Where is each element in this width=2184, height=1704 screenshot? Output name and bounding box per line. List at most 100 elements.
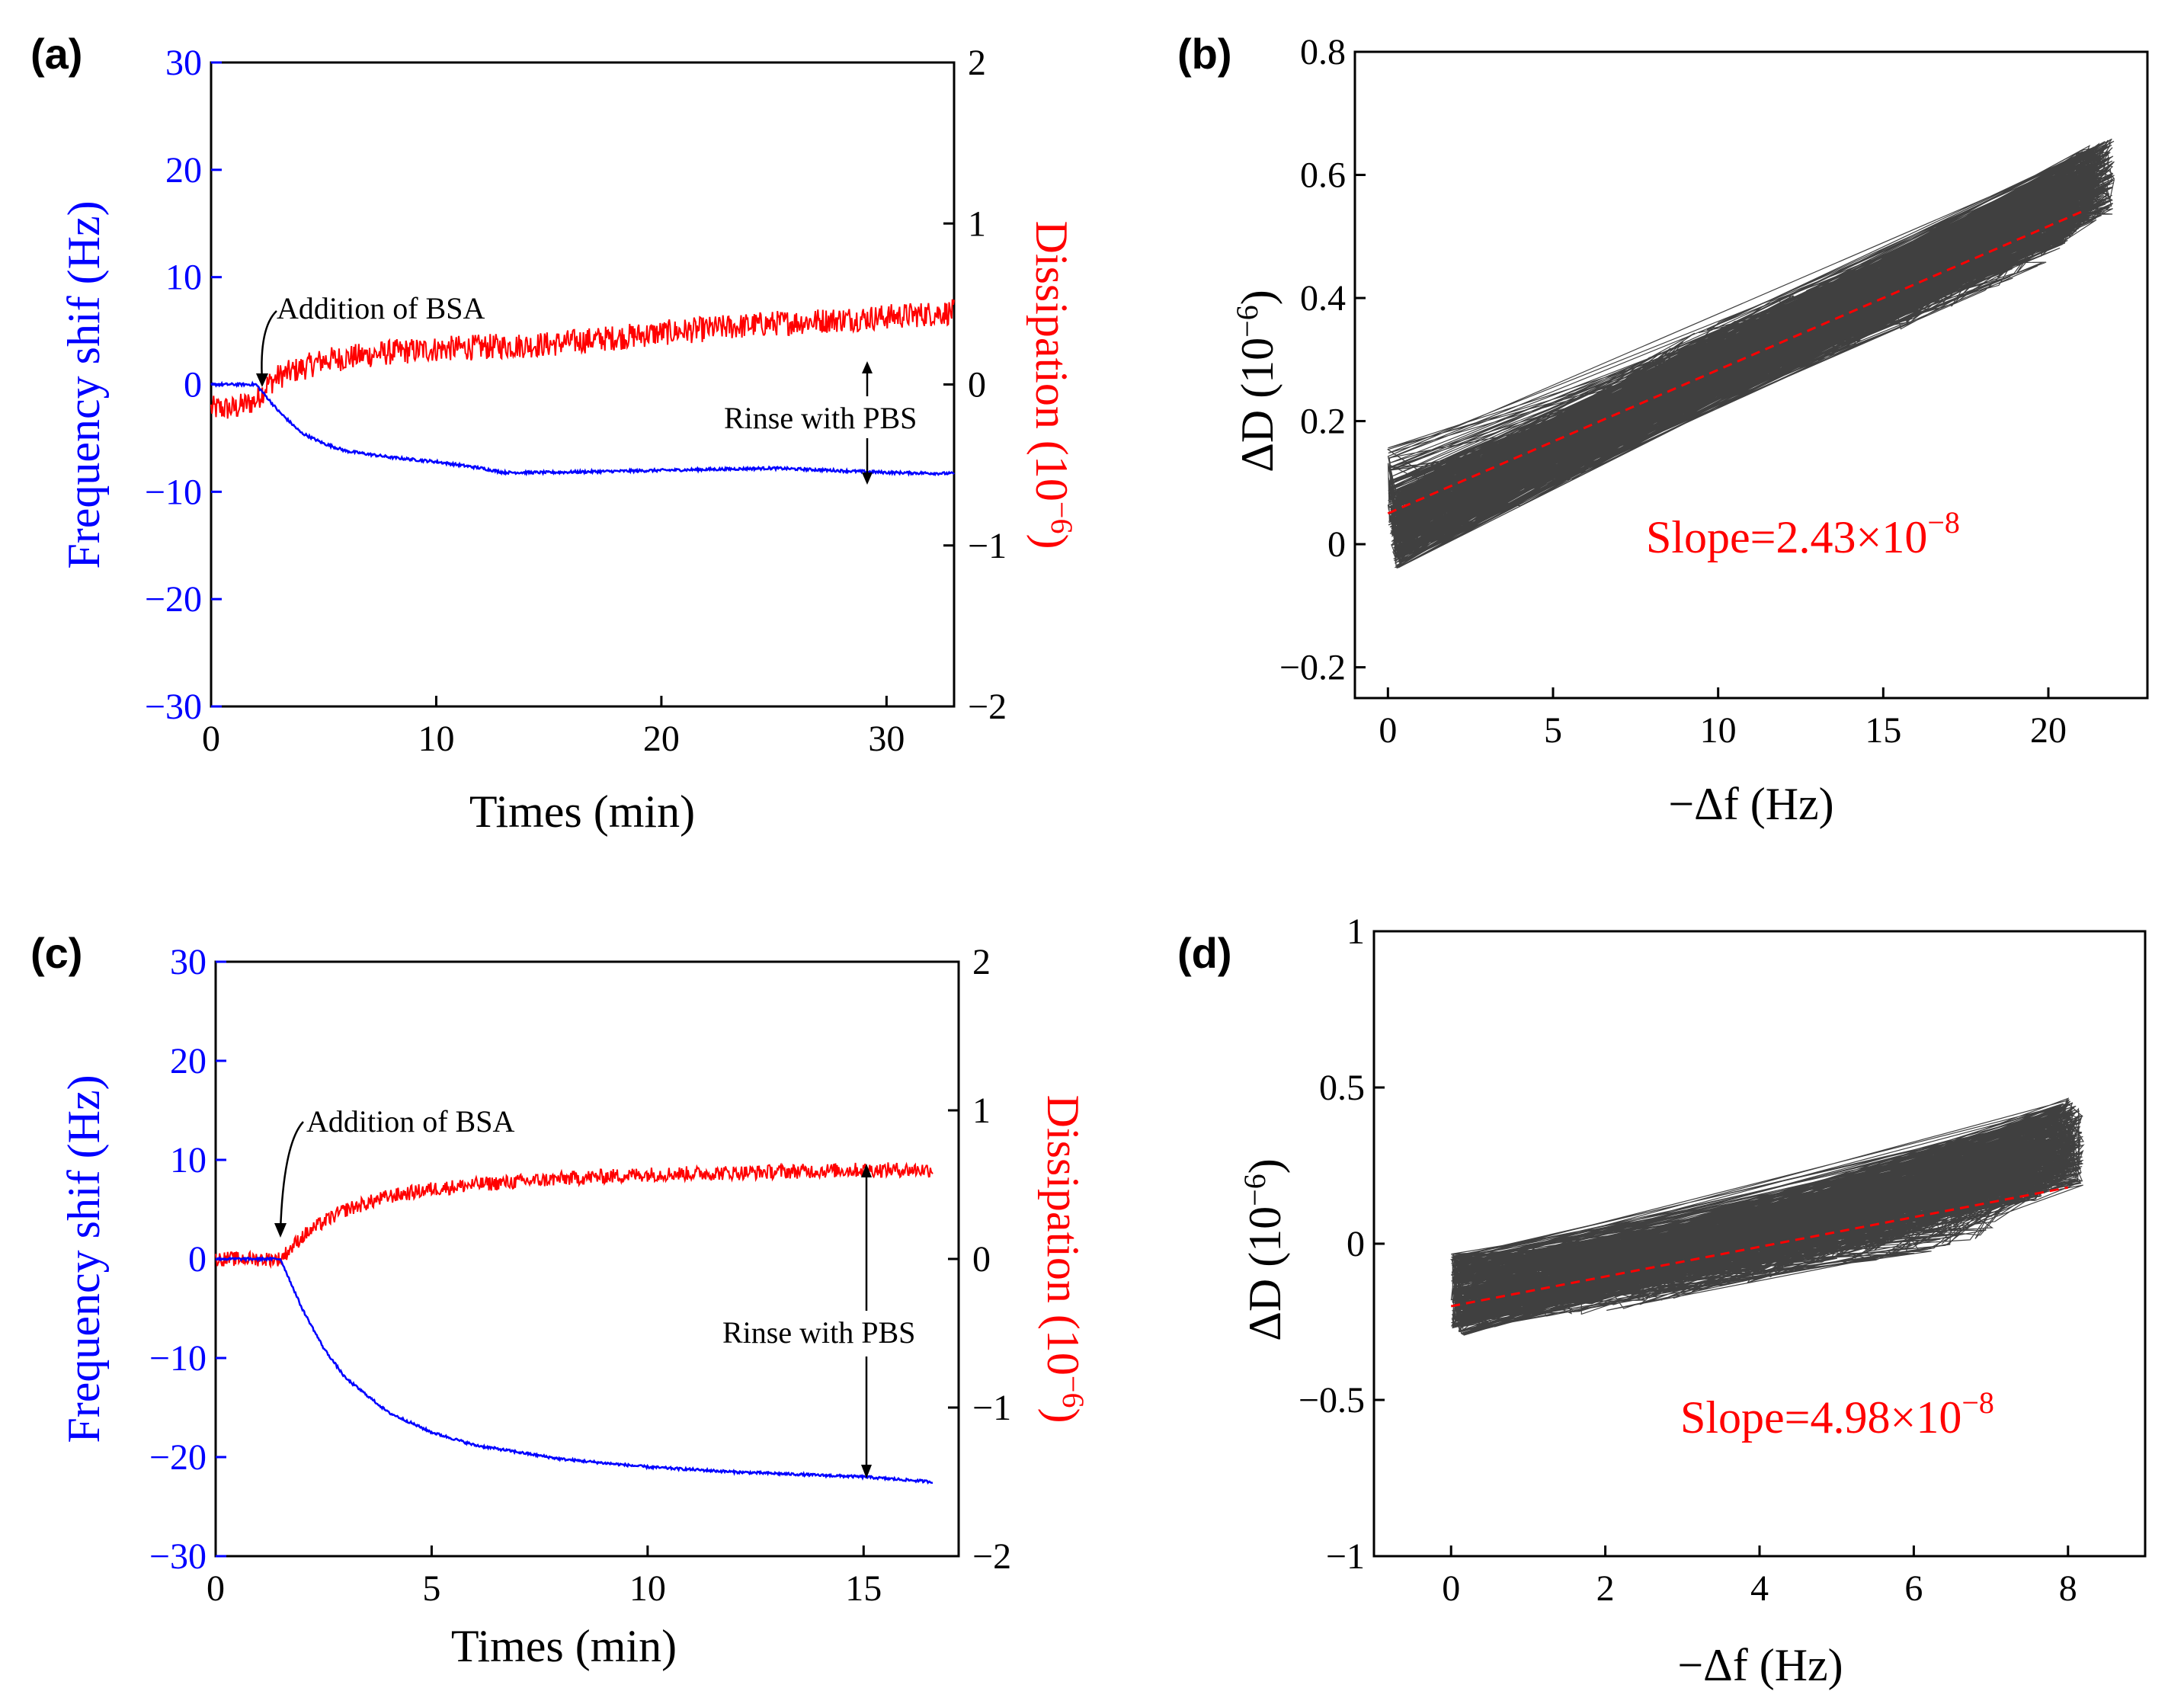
panel-c-annotation-rinse: Rinse with PBS [722,1315,915,1350]
panel-c-y-tick-label: −20 [149,1437,207,1478]
panel-d-x-tick-label: 2 [1596,1568,1615,1609]
panel-c-x-tick-label: 15 [845,1568,882,1609]
panel-a-right-y-title-main: Dissipation (10 [1026,221,1077,501]
panel-a-frame [210,61,956,708]
panel-d-x-tick-label: 8 [2059,1568,2077,1609]
panel-a-label: (a) [30,30,82,78]
panel-b-x-tick-label: 5 [1544,710,1562,751]
panel-d-x-tick-label: 6 [1904,1568,1923,1609]
panel-a-y-tick-label: 10 [165,258,202,298]
panel-d-y-tick-label: 0.5 [1319,1068,1365,1108]
panel-a-y-tick-label: 20 [165,150,202,191]
panel-c-y-tick-label: 10 [170,1140,207,1180]
panel-b: (b) 0 5 10 15 20 −0.2 0 0.2 0.4 0.6 0.8 −Δf (Hz) Δ… [1177,30,2149,829]
panel-c-rinse-arrowhead-up [861,1164,872,1177]
panel-a-addition-arrowhead [256,373,268,387]
panel-c-series-frequency [215,1255,933,1485]
panel-c-rinse-arrowhead-down [861,1465,872,1478]
panel-a-y-tick-label: 30 [165,43,202,83]
panel-a-annotation-addition: Addition of BSA [277,291,485,325]
panel-b-series [1386,138,2115,569]
panel-d-y-title-exp: −6 [1238,1174,1272,1206]
panel-c-y-tick-label: −30 [149,1536,207,1577]
panel-b-x-tick-label: 10 [1700,710,1737,751]
panel-b-frame [1353,50,2149,700]
panel-b-x-tick-label: 15 [1865,710,1901,751]
panel-c-x-tick-label: 10 [629,1568,666,1609]
panel-a-right-y-title-close: ) [1026,533,1077,549]
panel-c-right-y-title-exp: −6 [1056,1376,1090,1408]
panel-b-y-title-close: ) [1232,290,1283,305]
panel-d-axes: 0 2 4 6 8 −1 −0.5 0 0.5 1 [1299,911,2077,1609]
panel-c-right-y-tick-label: 1 [972,1091,991,1131]
panel-c-addition-arrow [279,1121,304,1232]
panel-c-y-tick-label: −10 [149,1338,207,1379]
panel-a-x-title: Times (min) [469,786,695,837]
panel-b-y-tick-label: 0.2 [1300,402,1346,442]
panel-d-slope-label: Slope=4.98×10−8 [1680,1385,1994,1443]
panel-d-x-title: −Δf (Hz) [1677,1640,1843,1690]
panel-a-rinse-arrowhead-down [862,472,873,485]
panel-c-y-tick-label: 0 [188,1239,207,1280]
panel-d-y-tick-label: −0.5 [1299,1380,1365,1421]
panel-b-y-tick-label: 0.8 [1300,32,1346,72]
panel-a-right-y-tick-label: −1 [968,526,1007,566]
panel-b-y-tick-label: 0.4 [1300,278,1346,319]
panel-c-right-y-title-main: Dissipation (10 [1038,1095,1088,1376]
panel-a-y-tick-label: −30 [145,687,202,727]
panel-b-y-title: ΔD (10−6) [1230,290,1283,472]
panel-d-trend-line [1450,1186,2069,1308]
panel-b-series-points [1386,138,2115,569]
panel-a-right-y-tick-label: 2 [968,43,986,83]
panel-d-slope-exp: −8 [1961,1385,1994,1420]
panel-a-right-y-title-exp: −6 [1045,501,1079,534]
panel-b-label: (b) [1177,30,1232,78]
panel-b-axes: 0 5 10 15 20 −0.2 0 0.2 0.4 0.6 0.8 [1279,32,2067,751]
panel-a-y-tick-label: −10 [145,472,202,512]
panel-c-y-tick-label: 30 [170,942,207,982]
panel-d-y-tick-label: −1 [1326,1536,1365,1577]
panel-c-right-y-tick-label: 0 [972,1239,991,1280]
panel-a-y-tick-label: 0 [184,365,202,405]
panel-d-x-tick-label: 0 [1442,1568,1460,1609]
panel-b-y-title-exp: −6 [1230,305,1264,338]
panel-a-right-y-tick-label: 0 [968,365,986,405]
panel-a-rinse-arrowhead-up [862,361,873,373]
panel-b-y-title-main: ΔD (10 [1232,338,1283,472]
panel-b-slope-exp: −8 [1927,505,1960,540]
panel-d-series [1449,1097,2085,1336]
panel-c-right-y-title-close: ) [1038,1408,1088,1423]
panel-a-addition-arrow [261,310,277,382]
panel-d-y-tick-label: 0 [1347,1224,1365,1264]
panel-a-right-y-title: Dissipation (10−6) [1026,221,1079,549]
panel-d-y-title-close: ) [1240,1158,1290,1174]
panel-d-y-title: ΔD (10−6) [1238,1158,1290,1340]
panel-a-series-frequency [210,380,955,477]
panel-c-right-y-title: Dissipation (10−6) [1038,1095,1090,1424]
panel-c-series [215,1161,933,1485]
panel-c-left-y-title: Frequency shif (Hz) [59,1075,109,1443]
panel-b-slope-main: Slope=2.43×10 [1646,512,1927,562]
panel-d-y-tick-label: 1 [1347,911,1365,952]
panel-b-x-tick-label: 20 [2030,710,2067,751]
panel-c-addition-arrowhead [274,1223,287,1238]
panel-a-x-tick-label: 10 [418,719,454,759]
panel-b-y-tick-label: 0 [1327,524,1346,565]
panel-a-right-y-tick-label: −2 [968,687,1007,727]
panel-c-annotation-addition: Addition of BSA [306,1104,514,1139]
panel-d-series-points [1449,1097,2085,1336]
panel-c-right-y-tick-label: −2 [972,1536,1011,1577]
panel-a-left-y-title: Frequency shif (Hz) [59,200,109,569]
panel-c-frame [214,960,960,1558]
panel-c-series-dissipation [215,1161,933,1270]
panel-a-series [210,299,955,477]
panel-b-y-tick-label: −0.2 [1279,648,1346,688]
panel-a-series-dissipation [210,299,955,419]
panel-b-y-tick-label: 0.6 [1300,155,1346,196]
panel-c-y-tick-label: 20 [170,1041,207,1081]
